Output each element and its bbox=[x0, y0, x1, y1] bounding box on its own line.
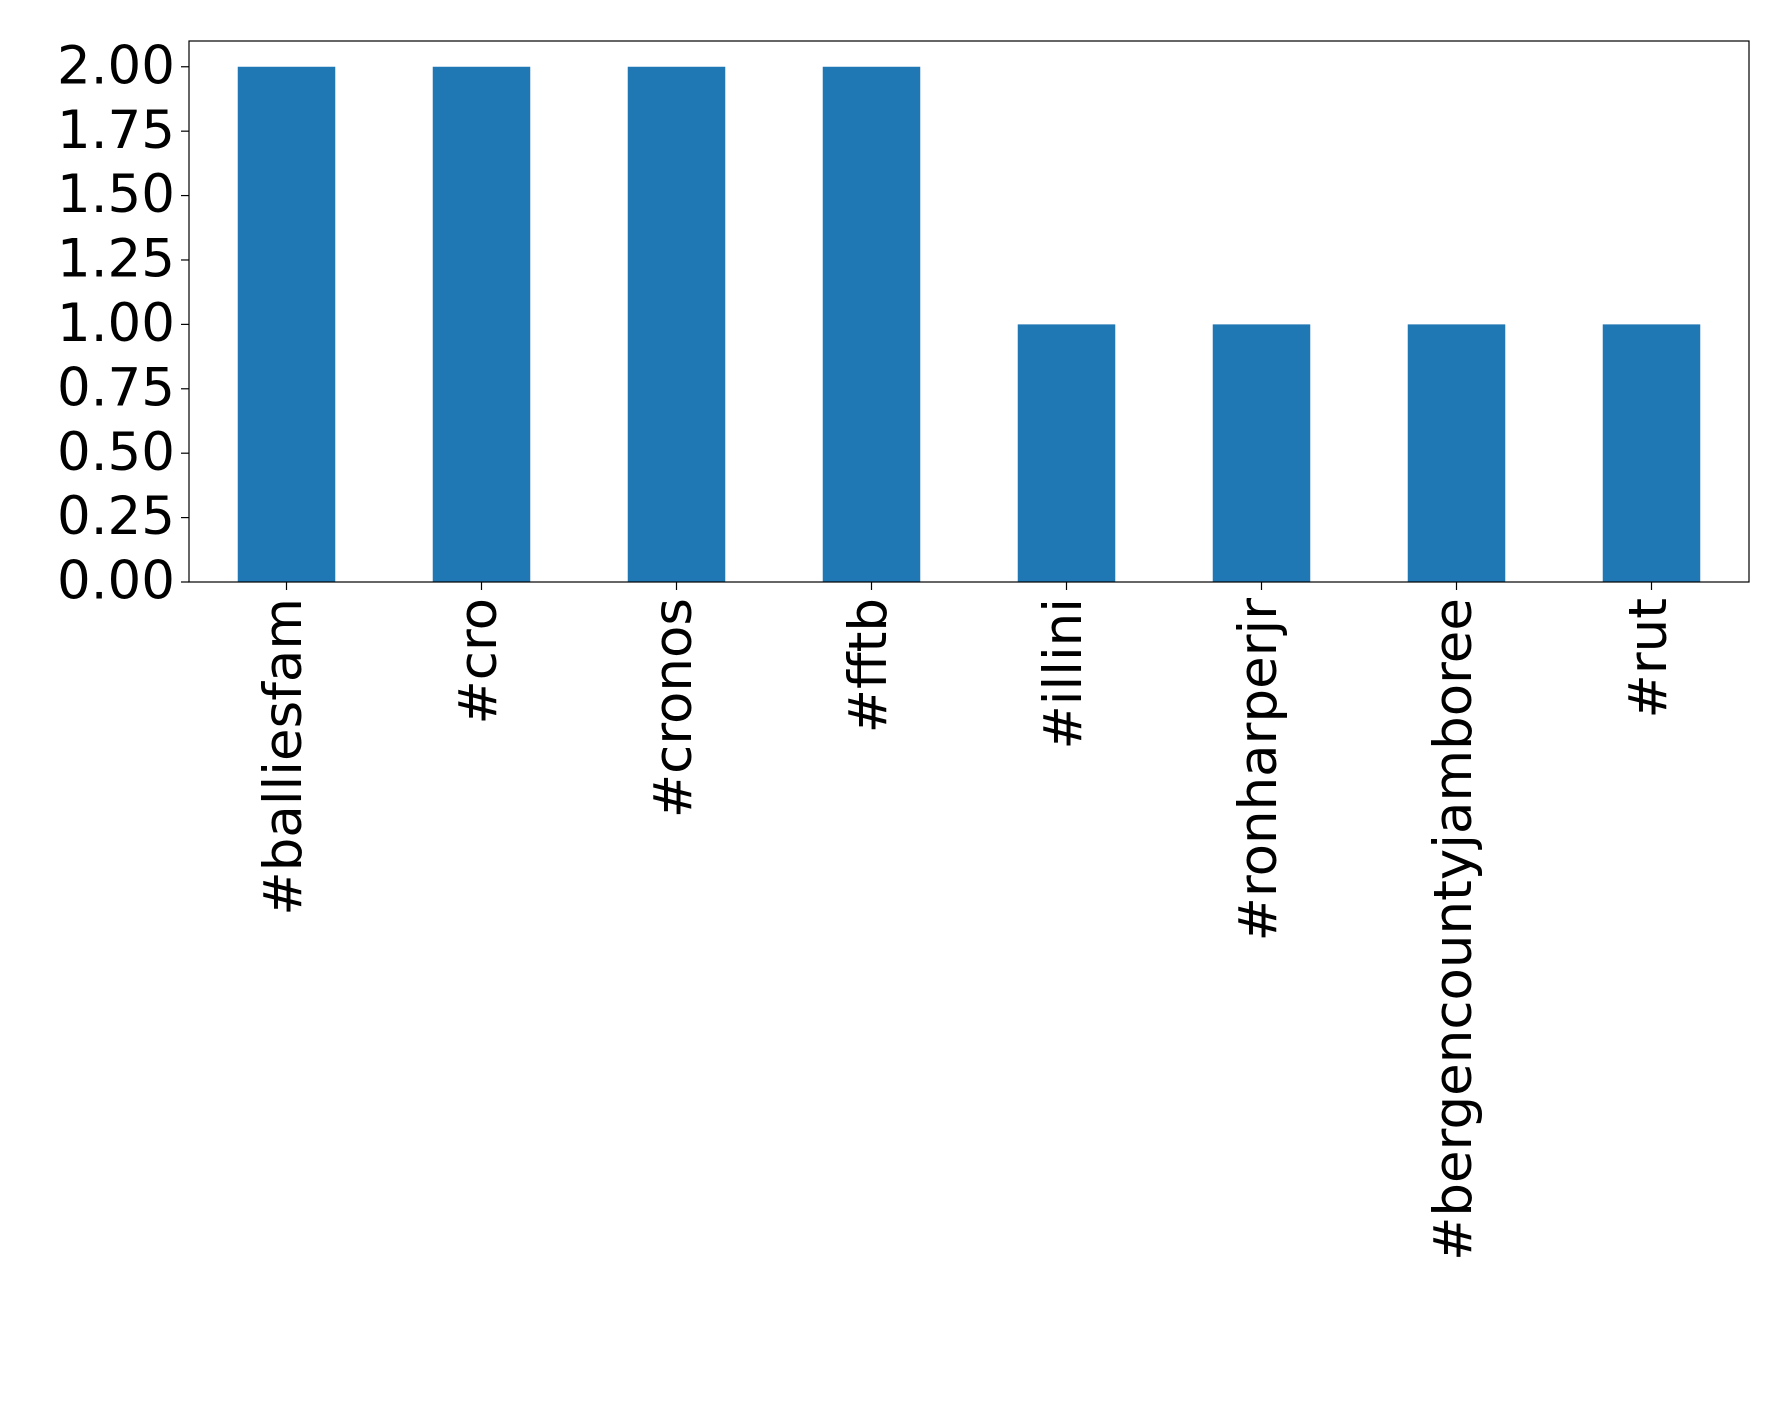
y-tick-label: 1.00 bbox=[57, 293, 175, 354]
y-tick-label: 0.75 bbox=[57, 357, 175, 418]
bar bbox=[1407, 324, 1506, 582]
bar bbox=[822, 66, 921, 582]
bar bbox=[432, 66, 531, 582]
x-tick-label: #balliesfam bbox=[253, 598, 314, 916]
y-tick-label: 2.00 bbox=[57, 35, 175, 96]
bar bbox=[1602, 324, 1701, 582]
x-tick-label: #rut bbox=[1618, 598, 1679, 719]
x-tick-label: #ronharperjr bbox=[1228, 598, 1289, 942]
bar bbox=[627, 66, 726, 582]
y-tick-label: 1.50 bbox=[57, 164, 175, 225]
y-tick-label: 0.00 bbox=[57, 551, 175, 612]
y-tick-label: 0.50 bbox=[57, 422, 175, 483]
x-tick-label: #fftb bbox=[838, 598, 899, 733]
y-tick-label: 1.25 bbox=[57, 229, 175, 290]
x-tick-label: #bergencountyjamboree bbox=[1423, 598, 1484, 1261]
x-tick-label: #cronos bbox=[643, 598, 704, 818]
x-tick-label: #cro bbox=[448, 598, 509, 725]
bar bbox=[1017, 324, 1116, 582]
plot-frame bbox=[188, 40, 1750, 583]
x-tick-label: #illini bbox=[1033, 598, 1094, 750]
bar bbox=[237, 66, 336, 582]
y-tick-label: 0.25 bbox=[57, 486, 175, 547]
y-tick-label: 1.75 bbox=[57, 100, 175, 161]
bar bbox=[1212, 324, 1311, 582]
